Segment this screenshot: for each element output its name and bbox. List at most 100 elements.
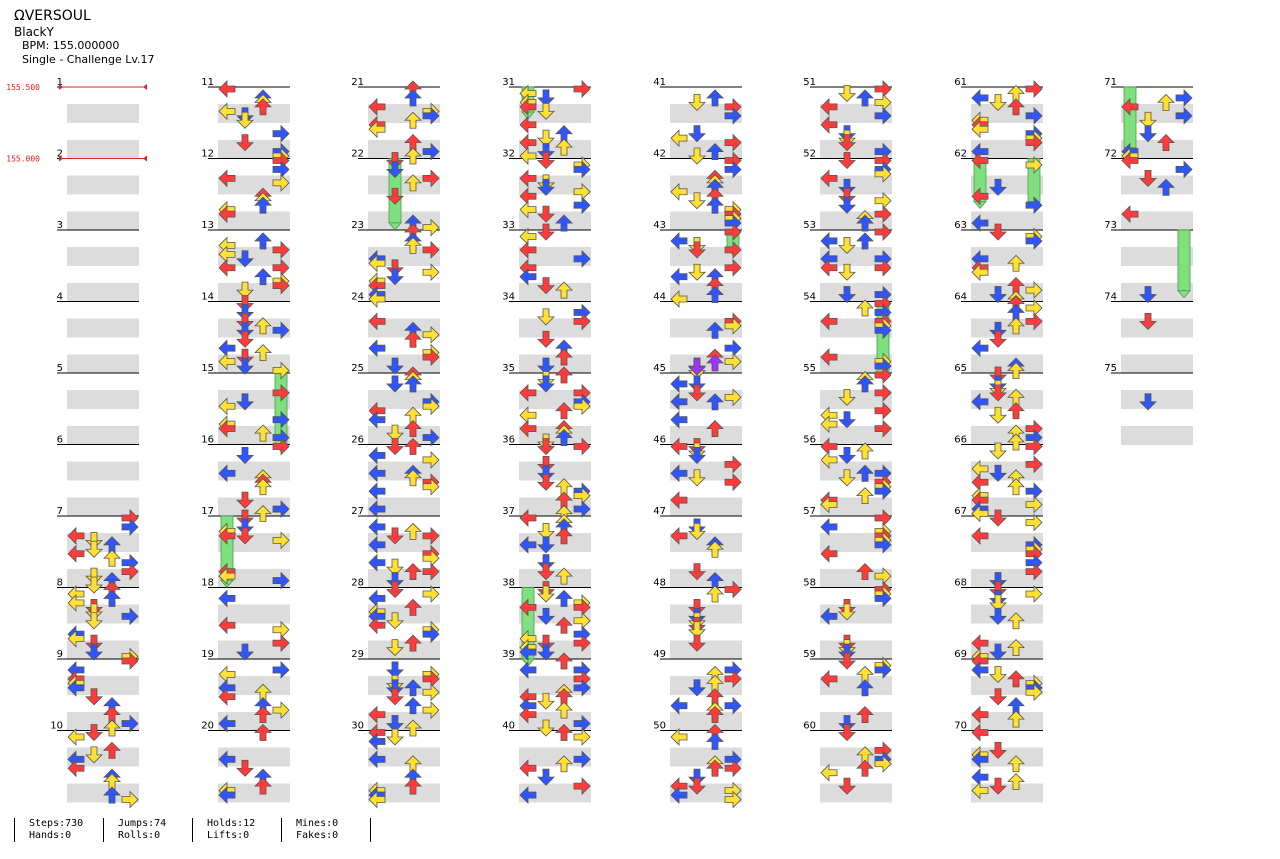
measure-number: 19 [201, 649, 214, 660]
bpm-marker-left [59, 155, 63, 162]
beat-band [368, 283, 440, 302]
down-arrow-icon [688, 263, 706, 281]
down-arrow-icon [838, 777, 856, 795]
right-arrow-icon [724, 790, 742, 809]
down-arrow-icon [537, 536, 555, 554]
beat-band [67, 783, 139, 803]
measure-number: 41 [653, 77, 666, 88]
beat-band [218, 247, 290, 266]
measure-number: 16 [201, 435, 214, 446]
measure-number: 14 [201, 292, 214, 303]
up-arrow-icon [1157, 178, 1175, 196]
right-arrow-icon [573, 249, 591, 268]
measure-number: 63 [954, 220, 967, 231]
up-arrow-icon [254, 777, 272, 795]
up-arrow-icon [103, 549, 121, 567]
right-arrow-icon [874, 383, 892, 402]
down-arrow-icon [386, 558, 404, 576]
measure-number: 70 [954, 721, 967, 732]
down-arrow-icon [85, 688, 103, 706]
measure-number: 35 [502, 363, 515, 374]
down-arrow-icon [838, 152, 856, 170]
beat-band [67, 104, 139, 123]
beat-band [971, 461, 1043, 481]
down-arrow-icon [386, 375, 404, 393]
down-arrow-icon [537, 143, 555, 161]
left-arrow-icon [971, 750, 989, 769]
left-arrow-icon [67, 593, 85, 612]
up-arrow-icon [404, 469, 422, 487]
stat-holds: Holds:12 [207, 818, 256, 829]
down-arrow-icon [236, 321, 254, 339]
song-bpm: BPM: 155.000000 [22, 39, 120, 52]
measure-number: 74 [1104, 292, 1117, 303]
left-arrow-icon [218, 205, 236, 224]
down-arrow-icon [85, 576, 103, 594]
left-arrow-icon [820, 348, 838, 367]
measure-number: 30 [351, 721, 364, 732]
measure-number: 3 [57, 220, 63, 231]
up-arrow-icon [706, 420, 724, 438]
down-arrow-icon [85, 634, 103, 652]
down-arrow-icon [838, 178, 856, 196]
left-arrow-icon [218, 567, 236, 586]
measure-number: 18 [201, 578, 214, 589]
beat-band [67, 140, 139, 159]
beat-band [971, 140, 1043, 159]
up-arrow-icon [1007, 478, 1025, 496]
down-arrow-icon [537, 464, 555, 482]
song-artist: BlackY [14, 25, 54, 39]
beat-band [67, 569, 139, 588]
up-arrow-icon [254, 98, 272, 116]
right-arrow-icon [573, 196, 591, 215]
right-arrow-icon [1025, 562, 1043, 581]
measure-number: 26 [351, 435, 364, 446]
left-arrow-icon [218, 352, 236, 371]
up-arrow-icon [555, 567, 573, 585]
beat-band [971, 712, 1043, 731]
down-arrow-icon [838, 85, 856, 103]
up-arrow-icon [1157, 93, 1175, 111]
down-arrow-icon [537, 455, 555, 473]
up-arrow-icon [1007, 402, 1025, 420]
beat-band [368, 676, 440, 695]
up-arrow-icon [555, 652, 573, 670]
beat-band [67, 497, 139, 517]
beat-band [519, 426, 591, 445]
measure-number: 54 [803, 292, 816, 303]
step-chart: 1234567891011121314151617181920212223242… [6, 77, 1193, 809]
beat-band [971, 247, 1043, 266]
left-arrow-icon [368, 446, 386, 465]
down-arrow-icon [989, 330, 1007, 348]
left-arrow-icon [670, 526, 688, 545]
measure-number: 43 [653, 220, 666, 231]
left-arrow-icon [670, 129, 688, 148]
right-arrow-icon [874, 589, 892, 608]
beat-band [820, 676, 892, 695]
up-arrow-icon [555, 348, 573, 366]
right-arrow-icon [1025, 196, 1043, 215]
up-arrow-icon [254, 504, 272, 522]
right-arrow-icon [874, 660, 892, 679]
beat-band [820, 318, 892, 338]
right-arrow-icon [874, 164, 892, 183]
beat-band [670, 283, 742, 302]
beat-band [670, 354, 742, 374]
down-arrow-icon [236, 330, 254, 348]
stat-hands: Hands:0 [29, 830, 72, 841]
beat-band [820, 104, 892, 123]
bpm-label: 155.500 [6, 83, 40, 92]
down-arrow-icon [236, 527, 254, 545]
down-arrow-icon [386, 152, 404, 170]
down-arrow-icon [537, 523, 555, 540]
down-arrow-icon [989, 666, 1007, 683]
up-arrow-icon [254, 723, 272, 741]
beat-band [820, 211, 892, 231]
right-arrow-icon [874, 482, 892, 501]
right-arrow-icon [422, 701, 440, 720]
down-arrow-icon [386, 688, 404, 706]
measure-number: 27 [351, 506, 364, 517]
beat-band [218, 604, 290, 624]
down-arrow-icon [537, 473, 555, 491]
measure-number: 32 [502, 149, 515, 160]
